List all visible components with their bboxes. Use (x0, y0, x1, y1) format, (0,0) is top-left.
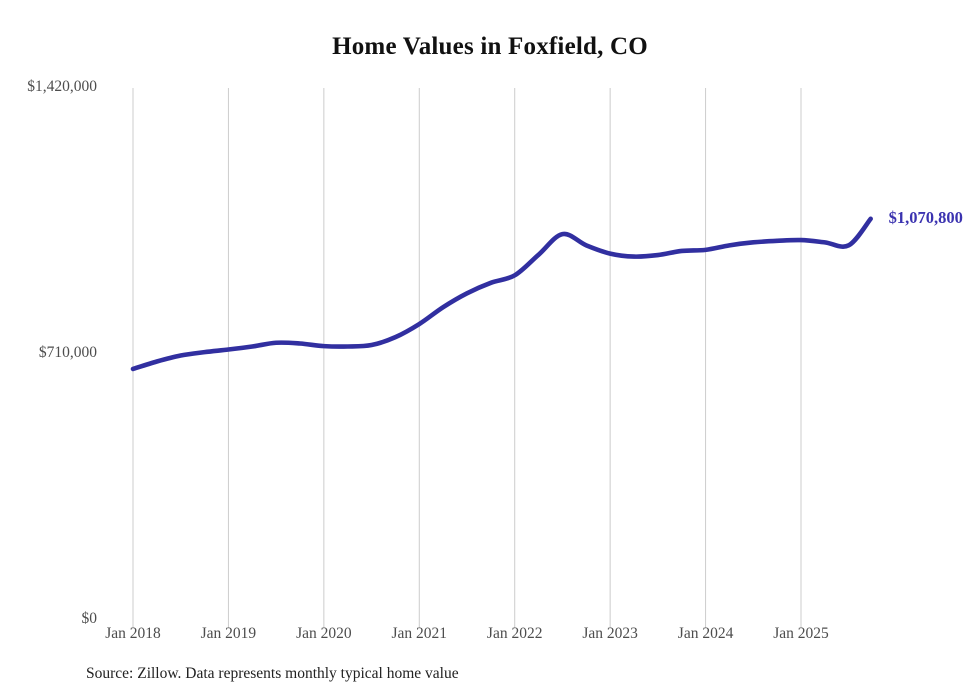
x-axis-tick-label: Jan 2022 (486, 625, 543, 642)
x-axis-tick-label: Jan 2024 (677, 625, 734, 642)
x-axis-tick-label: Jan 2018 (105, 625, 161, 642)
gridlines-group (132, 88, 802, 620)
series-end-value-label: $1,070,800 (888, 207, 963, 227)
y-axis-tick-label: $710,000 (38, 344, 97, 361)
x-axis-tick-label: Jan 2020 (296, 625, 352, 642)
series-line-typical-home-value (130, 216, 873, 372)
chart-title: Home Values in Foxfield, CO (332, 33, 648, 60)
x-axis-tick-label: Jan 2019 (200, 625, 257, 642)
source-note: Source: Zillow. Data represents monthly … (86, 665, 459, 682)
x-axis-tick-label: Jan 2021 (391, 625, 448, 642)
x-tickmarks-group (132, 620, 802, 628)
x-axis-tick-label: Jan 2023 (582, 625, 638, 642)
y-axis-tick-label: $1,420,000 (27, 78, 97, 95)
y-axis-tick-label: $0 (81, 610, 98, 627)
x-axis-tick-label: Jan 2025 (773, 625, 829, 642)
